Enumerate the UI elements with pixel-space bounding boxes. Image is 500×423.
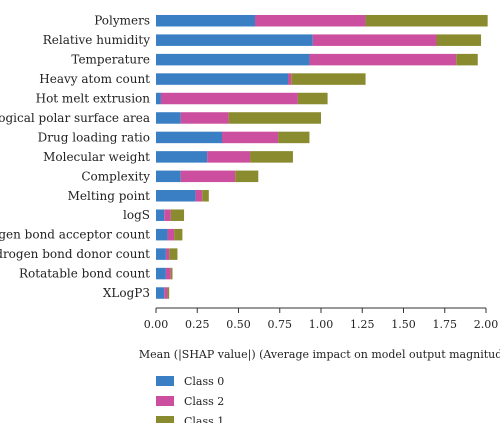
category-label-melting-point: Melting point bbox=[68, 189, 151, 203]
legend: Class 0 Class 2 Class 1 bbox=[156, 375, 224, 423]
category-label-temperature: Temperature bbox=[71, 53, 150, 67]
bar-class-0-topological-polar-surface-area bbox=[156, 112, 181, 124]
bar-class-1-rotatable-bond-count bbox=[170, 267, 173, 280]
bar-class-0-temperature bbox=[156, 53, 310, 66]
bar-class-1-hydrogen-bond-acceptor-count bbox=[174, 228, 183, 241]
legend-label-class-0: Class 0 bbox=[184, 375, 224, 388]
x-tick-label: 1.25 bbox=[350, 318, 375, 331]
x-tick-label: 0.75 bbox=[268, 318, 293, 331]
bar-class-2-temperature bbox=[309, 53, 457, 66]
x-tick-label: 1.00 bbox=[309, 318, 334, 331]
bar-class-0-hot-melt-extrusion bbox=[156, 92, 161, 105]
category-labels: Polymers Relative humidity Temperature Heav… bbox=[0, 14, 150, 300]
legend-swatch-class-2 bbox=[156, 396, 174, 406]
bar-class-2-rotatable-bond-count bbox=[165, 267, 171, 280]
bar-class-0-hydrogen-bond-acceptor-count bbox=[156, 228, 168, 241]
x-tick-label: 0.50 bbox=[226, 318, 251, 331]
x-tick-label: 1.50 bbox=[391, 318, 416, 331]
bar-class-1-hydrogen-bond-donor-count bbox=[169, 248, 178, 260]
bar-class-0-heavy-atom-count bbox=[156, 73, 288, 85]
bar-class-2-drug-loading-ratio bbox=[222, 131, 279, 144]
legend-label-class-2: Class 2 bbox=[184, 395, 224, 408]
bar-class-0-molecular-weight bbox=[156, 151, 208, 163]
category-label-heavy-atom-count: Heavy atom count bbox=[39, 72, 150, 86]
bar-class-0-rotatable-bond-count bbox=[156, 267, 166, 280]
category-label-relative-humidity: Relative humidity bbox=[43, 33, 151, 47]
bar-class-0-drug-loading-ratio bbox=[156, 131, 222, 144]
category-label-hot-melt-extrusion: Hot melt extrusion bbox=[36, 92, 151, 106]
category-label-rotatable-bond-count: Rotatable bond count bbox=[19, 267, 150, 281]
bar-class-1-complexity bbox=[235, 170, 259, 183]
bar-class-2-complexity bbox=[180, 170, 236, 183]
category-label-xlogp3: XLogP3 bbox=[103, 286, 150, 300]
category-label-drug-loading-ratio: Drug loading ratio bbox=[38, 130, 150, 144]
bar-class-1-relative-humidity bbox=[436, 34, 482, 46]
x-axis-title: Mean (|SHAP value|) (Average impact on m… bbox=[139, 348, 500, 362]
bar-class-0-complexity bbox=[156, 170, 181, 183]
bar-class-1-topological-polar-surface-area bbox=[228, 112, 321, 124]
bar-class-2-xlogp3 bbox=[164, 287, 168, 299]
bar-class-1-logs bbox=[170, 209, 185, 221]
bar-class-1-polymers bbox=[365, 14, 488, 27]
bar-class-0-melting-point bbox=[156, 190, 196, 202]
bar-class-0-logs bbox=[156, 209, 165, 221]
bar-class-2-topological-polar-surface-area bbox=[180, 112, 229, 124]
bar-class-2-heavy-atom-count bbox=[288, 73, 292, 85]
bar-class-1-xlogp3 bbox=[167, 287, 170, 299]
legend-swatch-class-1 bbox=[156, 416, 174, 423]
category-label-complexity: Complexity bbox=[81, 169, 150, 183]
x-tick-label: 0.00 bbox=[144, 318, 169, 331]
bar-class-2-hydrogen-bond-donor-count bbox=[165, 248, 170, 260]
bar-class-1-melting-point bbox=[202, 190, 209, 202]
category-label-molecular-weight: Molecular weight bbox=[43, 150, 150, 164]
x-tick-label: 2.00 bbox=[474, 318, 499, 331]
category-label-logs: logS bbox=[123, 208, 150, 222]
bar-class-2-logs bbox=[164, 209, 171, 221]
bar-class-0-hydrogen-bond-donor-count bbox=[156, 248, 166, 260]
bar-class-0-xlogp3 bbox=[156, 287, 165, 299]
category-label-hydrogen-bond-acceptor-count: Hydrogen bond acceptor count bbox=[0, 228, 150, 242]
category-label-topological-polar-surface-area: Topological polar surface area bbox=[0, 111, 150, 125]
bar-class-1-drug-loading-ratio bbox=[278, 131, 310, 144]
bar-class-0-relative-humidity bbox=[156, 34, 313, 46]
bar-class-2-melting-point bbox=[195, 190, 203, 202]
category-label-hydrogen-bond-donor-count: Hydrogen bond donor count bbox=[0, 247, 150, 261]
legend-swatch-class-0 bbox=[156, 376, 174, 386]
bar-class-1-hot-melt-extrusion bbox=[297, 92, 328, 105]
bar-class-1-heavy-atom-count bbox=[291, 73, 366, 85]
x-ticks: 0.00 0.25 0.50 0.75 1.00 1.25 1.50 1.75 2.00 bbox=[144, 308, 499, 331]
bar-class-2-hydrogen-bond-acceptor-count bbox=[167, 228, 175, 241]
bar-class-2-relative-humidity bbox=[312, 34, 437, 46]
bar-class-2-hot-melt-extrusion bbox=[160, 92, 298, 105]
bar-class-1-temperature bbox=[456, 53, 478, 66]
bar-class-1-molecular-weight bbox=[250, 151, 293, 163]
x-tick-label: 1.75 bbox=[433, 318, 458, 331]
x-tick-label: 0.25 bbox=[185, 318, 210, 331]
category-label-polymers: Polymers bbox=[94, 14, 150, 28]
bar-class-2-molecular-weight bbox=[207, 151, 251, 163]
bars bbox=[156, 14, 488, 299]
legend-label-class-1: Class 1 bbox=[184, 415, 224, 423]
bar-class-0-polymers bbox=[156, 14, 255, 27]
bar-class-2-polymers bbox=[255, 14, 366, 27]
